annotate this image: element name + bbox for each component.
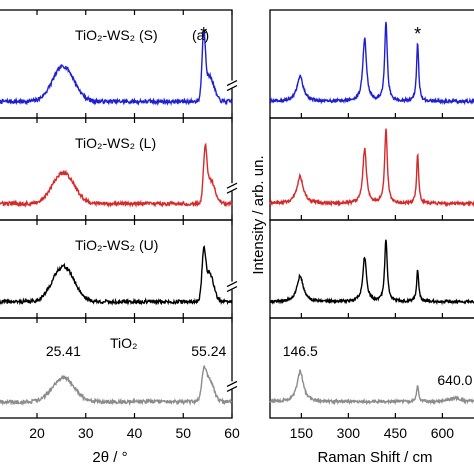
x-tick-label: 450 bbox=[384, 425, 408, 441]
axis-break-gap bbox=[228, 381, 236, 390]
axis-break-mark bbox=[226, 286, 238, 293]
x-tick-label: 40 bbox=[127, 425, 143, 441]
series-line-4 bbox=[269, 369, 474, 406]
x-tick-label: 300 bbox=[337, 425, 361, 441]
series-line-1 bbox=[269, 21, 474, 106]
xrd-panel: TiO₂-WS₂ (S) * TiO₂-WS₂ (L) TiO₂-WS₂ (U) TiO… bbox=[0, 9, 240, 441]
series-line-2 bbox=[0, 142, 233, 208]
x-tick-label: 30 bbox=[78, 425, 94, 441]
raman-x-axis-title: Raman Shift / cm bbox=[317, 449, 432, 466]
series-line-1 bbox=[0, 30, 233, 107]
figure-labels: (a) 2θ / ° Raman Shift / cm Intensity / … bbox=[92, 27, 432, 466]
peak-value-label: 55.24 bbox=[191, 343, 226, 359]
series-name-label: TiO₂-WS₂ (S) bbox=[75, 27, 158, 43]
peak-value-label: 146.5 bbox=[283, 343, 318, 359]
series-name-label: TiO₂-WS₂ (L) bbox=[75, 135, 156, 151]
peak-value-label: 640.0 bbox=[437, 372, 472, 388]
panel-label-a: (a) bbox=[192, 27, 209, 43]
axis-break-mark bbox=[226, 380, 238, 387]
series-name-label: TiO₂ bbox=[110, 335, 137, 351]
axis-break-gap bbox=[228, 183, 236, 192]
xrd-x-axis-title: 2θ / ° bbox=[92, 449, 127, 466]
axis-break-gap bbox=[228, 80, 236, 89]
x-tick-label: 600 bbox=[431, 425, 455, 441]
axis-break-mark bbox=[226, 281, 238, 288]
asterisk-annotation: * bbox=[200, 24, 207, 44]
axis-break-mark bbox=[226, 85, 238, 92]
subpanel-frame bbox=[269, 317, 474, 419]
subpanel-frame bbox=[269, 117, 474, 221]
series-line-2 bbox=[269, 128, 474, 208]
raman-panel: TiO₂-WS₂ (S)*TiO₂-WS₂ (L)TiO₂-WS₂ (U)TiO… bbox=[269, 9, 474, 441]
x-tick-label: 50 bbox=[175, 425, 191, 441]
x-tick-label: 150 bbox=[290, 425, 314, 441]
raman-y-axis-title: Intensity / arb. un. bbox=[250, 155, 267, 274]
peak-value-label: 25.41 bbox=[46, 343, 81, 359]
subpanel-frame bbox=[269, 219, 474, 319]
series-line-3 bbox=[0, 245, 233, 306]
axis-break-mark bbox=[226, 80, 238, 87]
series-line-3 bbox=[269, 239, 474, 306]
axis-break-mark bbox=[226, 385, 238, 392]
x-tick-label: 60 bbox=[224, 425, 240, 441]
subpanel-frame bbox=[0, 317, 233, 419]
series-line-4 bbox=[0, 365, 233, 407]
axis-break-gap bbox=[228, 281, 236, 290]
x-tick-label: 20 bbox=[29, 425, 45, 441]
series-name-label: TiO₂-WS₂ (U) bbox=[75, 237, 158, 253]
asterisk-annotation: * bbox=[414, 24, 421, 44]
axis-break-mark bbox=[226, 187, 238, 194]
axis-break-mark bbox=[226, 182, 238, 189]
